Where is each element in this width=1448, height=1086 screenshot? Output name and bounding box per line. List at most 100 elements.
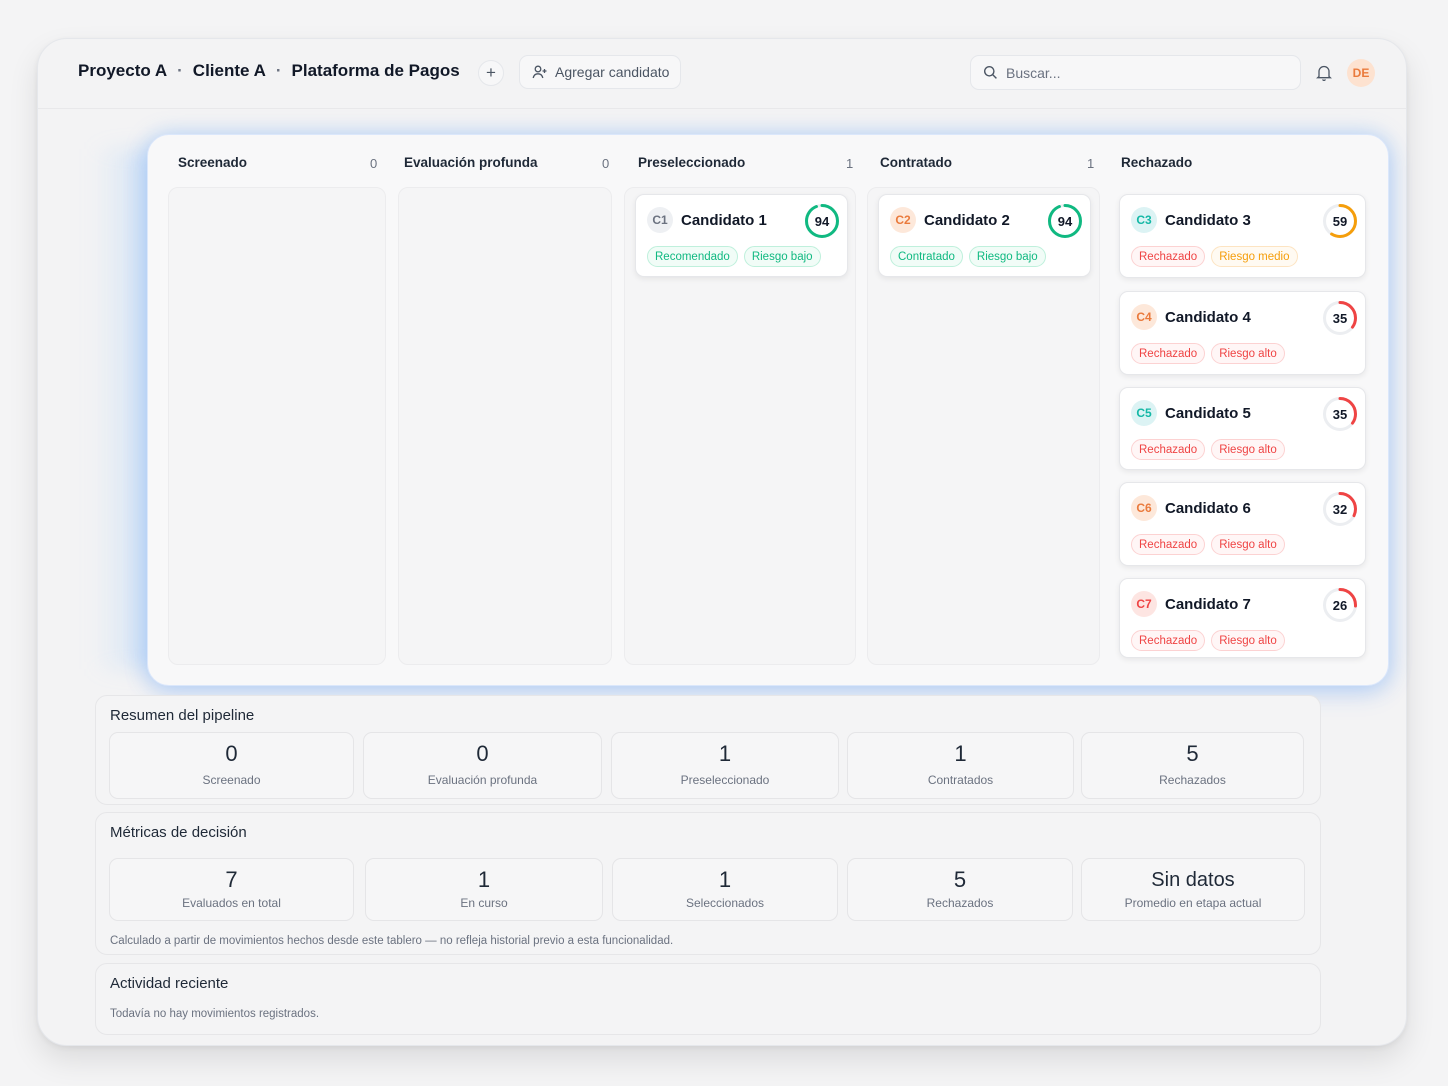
stat-label: Evaluados en total [182,896,281,910]
score-ring: 59 [1322,203,1358,239]
stat-label: Evaluación profunda [427,773,538,787]
candidate-card[interactable]: C4 Candidato 4 35 Rechazado Riesgo alto [1119,291,1366,375]
stat-value: 0 [225,741,238,766]
tag-list: Rechazado Riesgo alto [1131,534,1285,555]
user-plus-icon [532,65,547,79]
section-title: Métricas de decisión [110,824,247,841]
breadcrumb-platform[interactable]: Plataforma de Pagos [291,61,460,80]
candidate-card[interactable]: C7 Candidato 7 26 Rechazado Riesgo alto [1119,578,1366,658]
decision-metrics: Métricas de decisión 7 Evaluados en tota… [95,812,1321,955]
status-tag: Riesgo medio [1211,246,1298,267]
recent-activity: Actividad reciente Todavía no hay movimi… [95,963,1321,1035]
status-tag: Riesgo alto [1211,439,1285,460]
column-title-preseleccionado: Preseleccionado [638,155,746,170]
column-title-evaluacion: Evaluación profunda [404,155,538,170]
status-tag: Riesgo alto [1211,630,1285,651]
stat-label: Contratados [927,773,994,787]
stat-card: 0 Screenado [109,732,354,799]
stat-card: 5 Rechazados [847,858,1073,921]
section-title: Resumen del pipeline [110,707,255,724]
score-ring: 35 [1322,396,1358,432]
stat-card: 5 Rechazados [1081,732,1304,799]
score-value: 35 [1332,310,1348,326]
candidate-badge: C7 [1131,591,1157,617]
candidate-badge: C2 [890,207,916,233]
column-count-evaluacion: 0 [602,156,610,171]
app-window: Proyecto A · Cliente A · Plataforma de P… [37,38,1407,1046]
candidate-card[interactable]: C2 Candidato 2 94 Contratado Riesgo bajo [878,194,1091,277]
column-count-contratado: 1 [1087,156,1095,171]
tag-list: Recomendado Riesgo bajo [647,246,821,267]
breadcrumb: Proyecto A · Cliente A · Plataforma de P… [78,61,460,81]
candidate-card[interactable]: C5 Candidato 5 35 Rechazado Riesgo alto [1119,387,1366,470]
candidate-card[interactable]: C3 Candidato 3 59 Rechazado Riesgo medio [1119,194,1366,278]
score-ring: 35 [1322,300,1358,336]
bell-icon[interactable] [1316,64,1332,81]
candidate-name: Candidato 2 [924,212,1010,229]
search-box [970,55,1301,90]
score-value: 94 [814,213,830,229]
stat-value: 1 [718,867,732,892]
score-ring: 32 [1322,491,1358,527]
candidate-name: Candidato 1 [681,212,767,229]
stat-value: 7 [225,867,238,892]
plus-icon: + [486,63,496,82]
stat-value: Sin datos [1151,869,1235,891]
breadcrumb-separator: · [275,61,282,80]
breadcrumb-project[interactable]: Proyecto A [78,61,168,80]
candidate-name: Candidato 7 [1165,596,1251,613]
candidate-badge: C1 [647,207,673,233]
status-tag: Riesgo bajo [743,246,821,267]
candidate-badge: C6 [1131,495,1157,521]
candidate-card[interactable]: C1 Candidato 1 94 Recomendado Riesgo bajo [635,194,848,277]
metrics-note: Calculado a partir de movimientos hechos… [110,935,674,947]
status-tag: Rechazado [1131,439,1206,460]
board-glow [93,149,153,669]
stat-label: Preseleccionado [680,773,770,787]
score-ring: 94 [804,203,840,239]
status-tag: Rechazado [1131,246,1206,267]
status-tag: Riesgo alto [1211,534,1285,555]
breadcrumb-client[interactable]: Cliente A [192,61,266,80]
candidate-name: Candidato 5 [1165,405,1251,422]
stat-card: Sin datos Promedio en etapa actual [1081,858,1305,921]
stat-label: Seleccionados [685,896,765,910]
activity-empty-text: Todavía no hay movimientos registrados. [110,1008,320,1020]
stat-value: 5 [1186,741,1199,766]
stat-value: 1 [954,741,967,766]
stat-card: 0 Evaluación profunda [363,732,602,799]
candidate-card[interactable]: C6 Candidato 6 32 Rechazado Riesgo alto [1119,482,1366,566]
column-title-contratado: Contratado [880,155,952,170]
pipeline-summary: Resumen del pipeline 0 Screenado 0 Evalu… [95,695,1321,805]
candidate-badge: C4 [1131,304,1157,330]
score-value: 59 [1332,213,1348,229]
score-value: 32 [1332,501,1348,517]
top-bar: Proyecto A · Cliente A · Plataforma de P… [38,39,1406,109]
status-tag: Rechazado [1131,343,1206,364]
score-value: 26 [1332,597,1348,613]
section-title: Actividad reciente [110,975,229,992]
tag-list: Contratado Riesgo bajo [890,246,1046,267]
candidate-badge: C5 [1131,400,1157,426]
candidate-name: Candidato 3 [1165,212,1251,229]
status-tag: Contratado [890,246,963,267]
stat-label: En curso [460,896,508,910]
score-value: 35 [1332,406,1348,422]
stat-label: Promedio en etapa actual [1124,896,1262,910]
add-icon-button[interactable]: + [478,60,504,86]
column-screenado[interactable] [168,187,386,665]
column-title-rechazado: Rechazado [1121,155,1193,170]
column-evaluacion[interactable] [398,187,612,665]
stat-label: Rechazados [1159,773,1226,787]
stat-card: 1 En curso [365,858,603,921]
avatar[interactable]: DE [1347,59,1375,87]
status-tag: Rechazado [1131,630,1206,651]
score-ring: 26 [1322,587,1358,623]
candidate-name: Candidato 6 [1165,500,1251,517]
stat-value: 0 [476,741,489,766]
score-ring: 94 [1047,203,1083,239]
search-input[interactable] [1006,64,1286,81]
column-count-screenado: 0 [370,156,378,171]
add-candidate-button[interactable]: Agregar candidato [519,55,681,89]
candidate-name: Candidato 4 [1165,309,1251,326]
